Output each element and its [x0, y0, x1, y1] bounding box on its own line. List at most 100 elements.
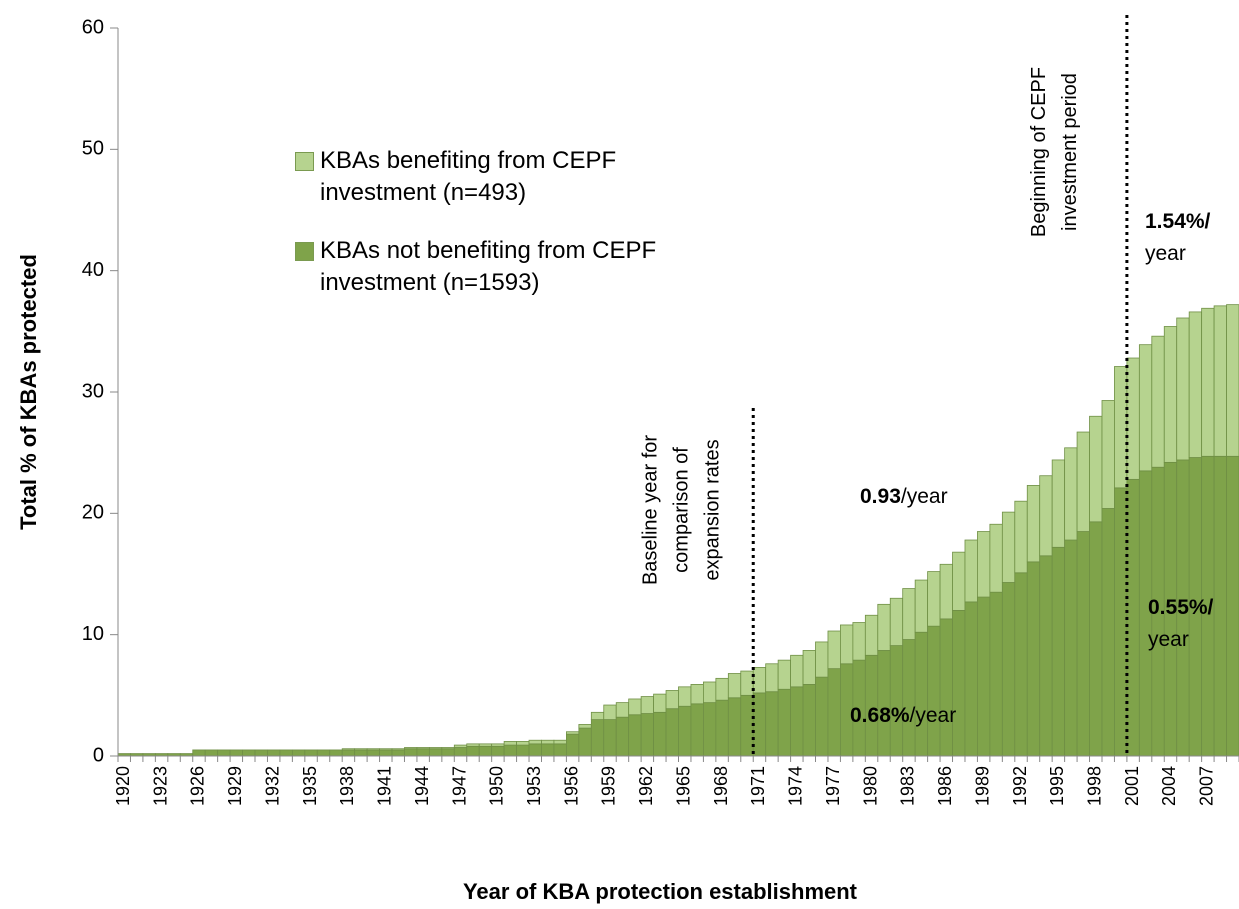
y-tick-label: 20 [82, 502, 104, 524]
bar-segment [640, 713, 654, 757]
bar-segment [665, 708, 679, 757]
bar-segment [727, 697, 742, 757]
x-tick-label: 1980 [860, 766, 880, 806]
bar-segment [541, 739, 555, 745]
bar-segment [653, 711, 667, 757]
y-tick-label: 0 [93, 744, 104, 766]
x-tick-label: 2001 [1122, 766, 1142, 806]
bar-segment [1039, 555, 1053, 757]
bar-segment [1064, 447, 1078, 541]
bar-segment [1213, 305, 1227, 457]
bar-segment [889, 645, 904, 757]
bar-segment [952, 551, 966, 611]
bar-segment [977, 531, 991, 598]
bar-segment [242, 749, 256, 757]
bar-segment [516, 744, 530, 757]
bar-segment [752, 692, 767, 757]
x-tick-label: 1962 [636, 766, 656, 806]
bar-segment [989, 591, 1003, 757]
bar-segment [279, 749, 293, 757]
bar-segment [1076, 431, 1090, 532]
bar-segment [366, 748, 380, 751]
bar-segment [977, 596, 991, 757]
bar-segment [777, 688, 792, 757]
x-tick-label: 1935 [300, 766, 320, 806]
reference-label: investment period [1059, 73, 1081, 231]
bar-segment [864, 614, 879, 656]
bar-segment [703, 702, 717, 757]
bar-segment [366, 749, 380, 757]
bar-segment [1051, 546, 1066, 757]
bar-segment [1226, 304, 1239, 457]
bar-segment [391, 749, 405, 757]
bar-segment [1163, 326, 1178, 463]
bar-segment [615, 716, 630, 757]
bar-segment [690, 684, 704, 705]
bar-segment [914, 579, 929, 633]
bar-segment [528, 739, 542, 745]
bar-segment [1151, 335, 1165, 468]
bar-segment [1101, 400, 1115, 509]
x-tick-label: 1944 [412, 766, 432, 806]
bar-segment [1138, 344, 1153, 472]
bar-segment [329, 749, 343, 757]
x-tick-label: 1953 [524, 766, 544, 806]
bar-segment [1114, 366, 1128, 489]
bar-segment [304, 749, 318, 757]
legend-entry: KBAs not benefiting from CEPF investment… [295, 235, 665, 299]
bar-segment [1014, 500, 1028, 574]
legend-swatch [295, 242, 314, 261]
bar-segment [379, 748, 393, 751]
bar-segment [628, 714, 642, 757]
bar-segment [1051, 459, 1066, 548]
x-tick-label: 2007 [1197, 766, 1217, 806]
x-tick-label: 1947 [449, 766, 469, 806]
x-tick-label: 1938 [337, 766, 357, 806]
y-tick-label: 30 [82, 380, 104, 402]
y-tick-label: 10 [82, 623, 104, 645]
x-tick-label: 1998 [1085, 766, 1105, 806]
bar-segment [715, 677, 729, 701]
x-tick-label: 1968 [711, 766, 731, 806]
x-tick-label: 1956 [561, 766, 581, 806]
bar-segment [491, 745, 505, 757]
bar-segment [528, 743, 542, 757]
bar-segment [1089, 415, 1103, 523]
x-tick-label: 1932 [262, 766, 282, 806]
bar-segment [939, 563, 953, 620]
bar-segment [566, 733, 580, 757]
bar-segment [727, 673, 742, 699]
y-tick-label: 60 [82, 16, 104, 38]
bar-segment [1039, 475, 1053, 557]
bar-segment [678, 705, 692, 757]
bar-segment [777, 659, 792, 690]
bar-segment [877, 603, 891, 651]
bar-segment [902, 588, 916, 640]
bar-segment [1026, 561, 1041, 757]
legend: KBAs benefiting from CEPF investment (n=… [295, 145, 665, 325]
annotation-bold: 0.68% [850, 704, 910, 727]
bar-segment [503, 744, 517, 757]
x-tick-label: 1989 [972, 766, 992, 806]
bar-segment [503, 741, 517, 746]
bar-segment [1064, 539, 1078, 757]
x-tick-label: 1977 [823, 766, 843, 806]
bar-segment [1188, 311, 1203, 458]
bar-segment [765, 691, 779, 757]
bar-segment [516, 741, 530, 746]
bar-segment [1014, 572, 1028, 757]
bar-segment [478, 745, 493, 757]
bar-segment [1176, 317, 1190, 461]
bar-segment [590, 711, 605, 721]
bar-segment [341, 749, 356, 757]
annotation-text: /year [910, 704, 957, 727]
bar-segment [416, 748, 430, 757]
bar-segment [204, 749, 219, 757]
reference-label: Beginning of CEPF [1028, 67, 1050, 237]
bar-segment [852, 622, 866, 661]
reference-label: Baseline year for [639, 435, 661, 585]
annotation: 0.68%/year [850, 704, 956, 727]
bar-segment [428, 747, 443, 750]
bar-segment [1076, 531, 1090, 757]
legend-swatch [295, 152, 314, 171]
